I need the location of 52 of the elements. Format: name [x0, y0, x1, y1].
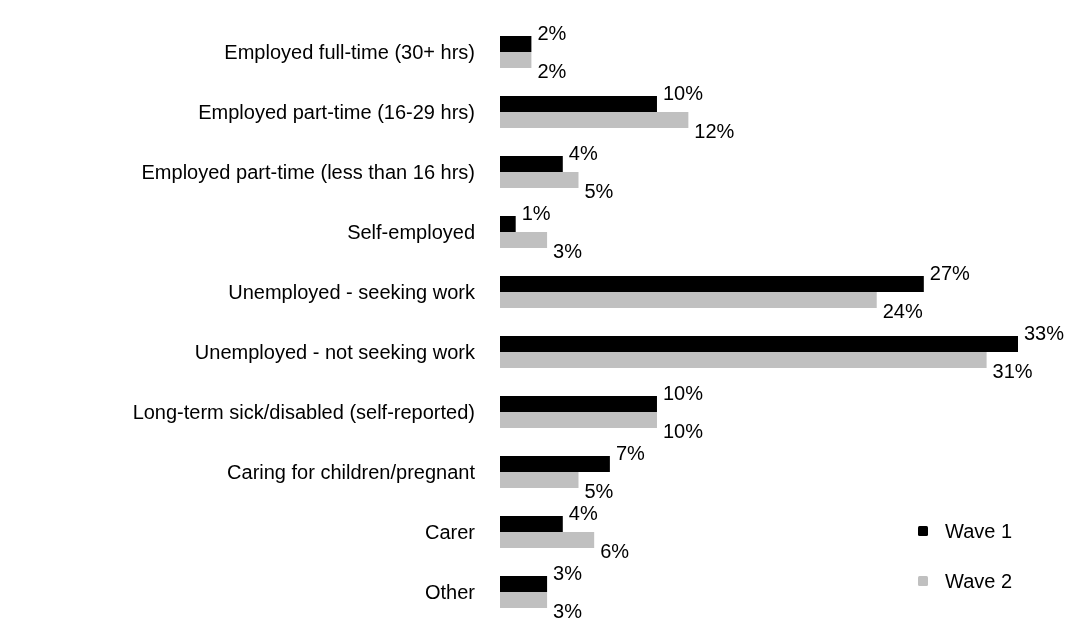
bar — [500, 52, 532, 68]
bar — [500, 156, 563, 172]
bar — [500, 276, 924, 292]
data-label: 6% — [600, 540, 630, 562]
y-tick-label: Carer — [424, 521, 476, 543]
bar — [500, 396, 657, 412]
bar — [500, 516, 563, 532]
data-label: 5% — [584, 480, 614, 502]
data-label: 4% — [568, 502, 598, 524]
legend-label: Wave 2 — [945, 570, 1013, 592]
data-label: 4% — [568, 142, 598, 164]
bar — [500, 592, 548, 608]
bar — [500, 232, 548, 248]
y-tick-label: Unemployed - not seeking work — [194, 341, 476, 363]
bar — [500, 576, 548, 592]
bar — [500, 352, 987, 368]
data-label: 7% — [615, 442, 645, 464]
bar — [500, 36, 532, 52]
bar — [500, 456, 610, 472]
y-tick-label: Unemployed - seeking work — [228, 281, 476, 303]
data-label: 2% — [537, 60, 567, 82]
y-tick-label: Caring for children/pregnant — [227, 461, 476, 483]
data-label: 24% — [882, 300, 923, 322]
y-tick-label: Employed part-time (less than 16 hrs) — [141, 161, 475, 183]
bar — [500, 336, 1018, 352]
data-label: 31% — [992, 360, 1033, 382]
data-label: 3% — [553, 240, 583, 262]
bar — [500, 472, 579, 488]
y-tick-label: Other — [424, 581, 476, 603]
data-label: 3% — [553, 600, 583, 622]
y-tick-label: Employed part-time (16-29 hrs) — [198, 101, 475, 123]
data-label: 1% — [521, 202, 551, 224]
y-tick-label: Long-term sick/disabled (self-reported) — [132, 401, 475, 423]
bar — [500, 96, 657, 112]
bar — [500, 532, 595, 548]
data-label: 12% — [694, 120, 735, 142]
bar — [500, 112, 689, 128]
data-label: 2% — [537, 22, 567, 44]
data-label: 33% — [1024, 322, 1065, 344]
data-label: 5% — [584, 180, 614, 202]
data-label: 10% — [662, 382, 704, 404]
y-tick-label: Employed full-time (30+ hrs) — [224, 41, 475, 63]
bar — [500, 216, 516, 232]
data-label: 10% — [662, 82, 704, 104]
y-tick-label: Self-employed — [347, 221, 475, 243]
legend-label: Wave 1 — [945, 520, 1013, 542]
data-label: 10% — [662, 420, 704, 442]
data-label: 3% — [553, 562, 583, 584]
bar — [500, 292, 877, 308]
bar — [500, 172, 579, 188]
bar — [500, 412, 657, 428]
data-label: 27% — [929, 262, 971, 284]
